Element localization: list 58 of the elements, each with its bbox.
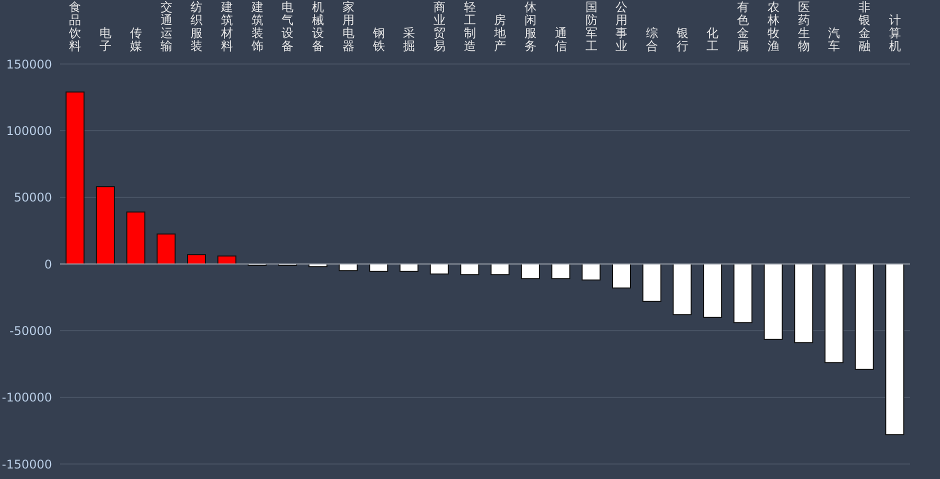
- bar: [490, 264, 510, 276]
- bar: [156, 234, 176, 264]
- bar: [187, 254, 206, 264]
- x-tick-label: 公用事业: [616, 0, 628, 53]
- x-tick-label: 休闲服务: [524, 0, 537, 53]
- x-tick-label: 综合: [646, 26, 658, 53]
- bar: [551, 264, 570, 280]
- y-tick-label: -50000: [9, 324, 52, 338]
- x-tick-label: 轻工制造: [464, 0, 476, 53]
- x-tick-label: 通信: [554, 26, 567, 53]
- x-tick-label: 采掘: [403, 26, 416, 53]
- x-tick-label: 化工: [706, 26, 719, 53]
- bar: [66, 92, 85, 264]
- bar: [582, 264, 601, 280]
- x-tick-label: 银行: [675, 26, 688, 53]
- x-tick-label: 农林牧渔: [766, 0, 780, 53]
- x-tick-label: 钢铁: [372, 26, 385, 53]
- bar: [460, 264, 480, 276]
- x-tick-label: 房地产: [493, 13, 506, 53]
- bar: [96, 186, 115, 264]
- x-tick-label: 家用电器: [342, 0, 354, 53]
- y-tick-label: 0: [44, 257, 52, 272]
- bar: [885, 264, 904, 436]
- y-tick-label: 100000: [6, 124, 52, 138]
- bar: [764, 264, 783, 340]
- x-tick-label: 纺织服装: [190, 0, 203, 53]
- bar: [824, 264, 844, 364]
- y-tick-label: 150000: [6, 57, 52, 72]
- x-tick-label: 非银金融: [857, 0, 870, 53]
- y-tick-label: 50000: [14, 190, 52, 205]
- x-tick-label: 机械设备: [312, 0, 324, 53]
- bar: [794, 264, 814, 344]
- bar: [672, 264, 692, 316]
- bar: [642, 264, 662, 302]
- bar: [126, 212, 146, 264]
- bar: [733, 264, 752, 324]
- bar: [854, 264, 874, 370]
- x-tick-label: 医药生物: [798, 0, 810, 53]
- x-tick-label: 传媒: [130, 26, 142, 53]
- bar: [703, 264, 722, 318]
- x-tick-label: 商业贸易: [433, 0, 446, 53]
- x-tick-label: 有色金属: [737, 0, 750, 53]
- x-tick-label: 交通运输: [160, 0, 172, 53]
- x-tick-label: 建筑材料: [220, 0, 233, 53]
- bar: [430, 264, 449, 274]
- x-tick-label: 建筑装饰: [250, 0, 264, 53]
- y-tick-label: -150000: [2, 457, 52, 472]
- bar: [400, 264, 418, 272]
- y-tick-label: -100000: [2, 390, 52, 405]
- x-tick-label: 电气设备: [282, 0, 294, 53]
- bar: [520, 264, 540, 280]
- bar: [369, 264, 388, 272]
- x-tick-label: 食品饮料: [68, 0, 82, 53]
- bar: [612, 264, 631, 288]
- x-tick-label: 汽车: [828, 26, 840, 53]
- x-tick-label: 国防军工: [585, 0, 598, 53]
- x-tick-label: 电子: [100, 26, 112, 53]
- x-tick-label: 计算机: [888, 13, 901, 53]
